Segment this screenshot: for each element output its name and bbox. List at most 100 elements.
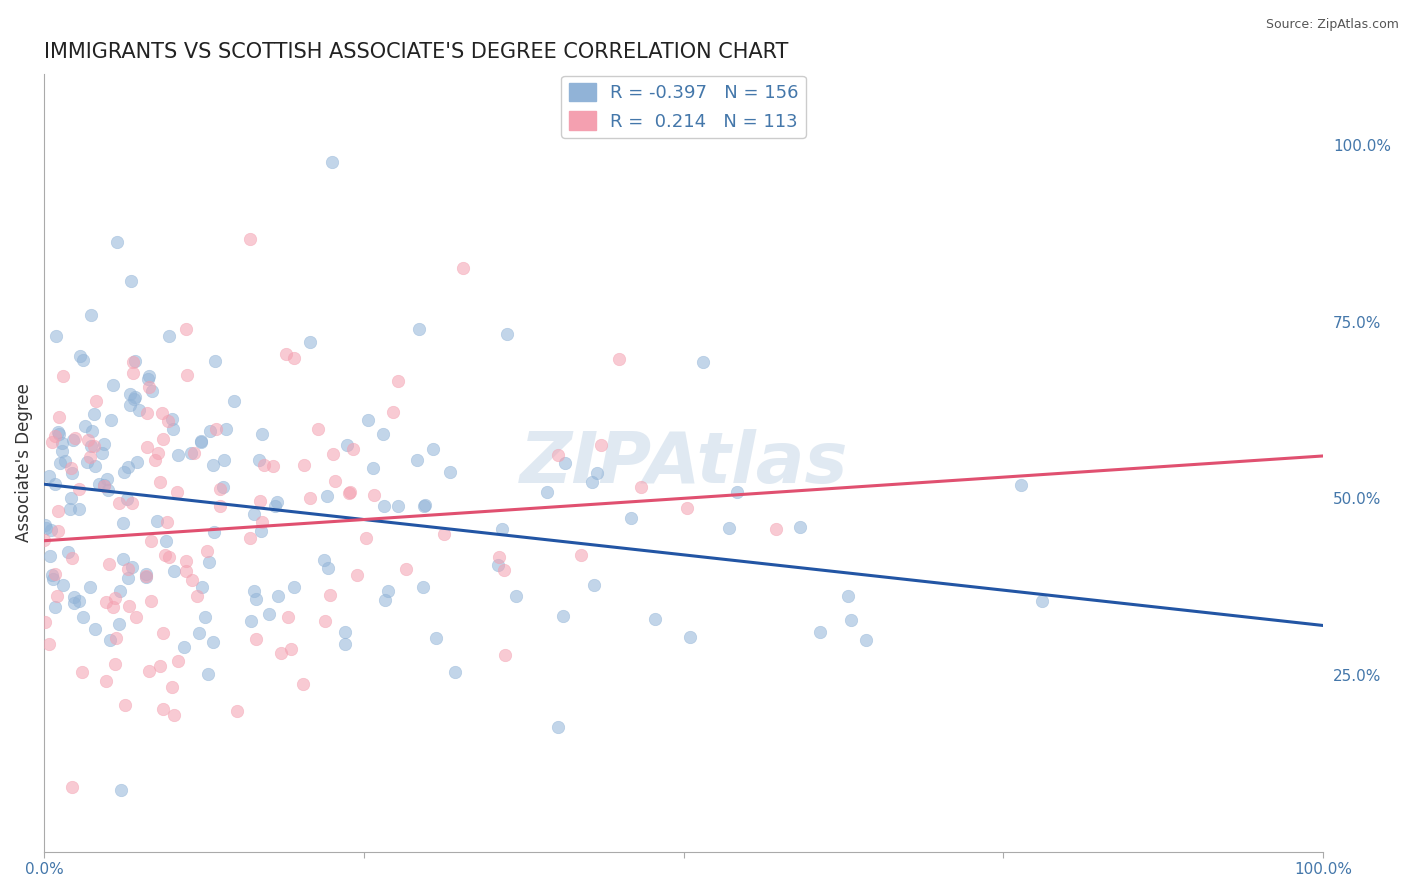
Point xyxy=(48,503,70,517)
Point xyxy=(581,475,603,489)
Point xyxy=(717,521,740,535)
Point xyxy=(176,368,198,383)
Point xyxy=(554,457,576,471)
Point xyxy=(162,708,184,723)
Point xyxy=(108,495,131,509)
Point xyxy=(38,468,60,483)
Point xyxy=(187,626,209,640)
Point xyxy=(51,443,73,458)
Point xyxy=(249,524,271,539)
Point xyxy=(55,454,77,468)
Point xyxy=(173,640,195,655)
Point xyxy=(245,632,267,647)
Point xyxy=(136,372,159,386)
Point xyxy=(155,533,177,548)
Point xyxy=(266,495,288,509)
Point xyxy=(80,439,103,453)
Point xyxy=(644,612,666,626)
Point xyxy=(60,780,83,794)
Point xyxy=(41,523,63,537)
Point xyxy=(214,452,236,467)
Point xyxy=(363,461,385,475)
Point xyxy=(149,659,172,673)
Point xyxy=(342,442,364,456)
Point xyxy=(408,321,430,335)
Point xyxy=(373,499,395,513)
Point xyxy=(46,524,69,538)
Point xyxy=(765,522,787,536)
Point xyxy=(444,665,467,679)
Point xyxy=(124,353,146,368)
Point xyxy=(491,523,513,537)
Point xyxy=(239,232,262,246)
Point xyxy=(48,410,70,425)
Point xyxy=(194,609,217,624)
Point xyxy=(76,455,98,469)
Point xyxy=(139,593,162,607)
Point xyxy=(51,578,73,592)
Point xyxy=(80,308,103,322)
Point xyxy=(166,654,188,668)
Point xyxy=(115,491,138,506)
Point xyxy=(249,453,271,467)
Point xyxy=(67,594,90,608)
Point xyxy=(298,335,321,350)
Point xyxy=(104,657,127,671)
Point xyxy=(67,501,90,516)
Point xyxy=(583,578,606,592)
Point xyxy=(283,351,305,365)
Point xyxy=(146,514,169,528)
Point xyxy=(44,477,66,491)
Point xyxy=(125,610,148,624)
Point xyxy=(190,434,212,449)
Point xyxy=(335,637,357,651)
Point xyxy=(412,580,434,594)
Point xyxy=(34,533,56,548)
Point xyxy=(157,328,180,343)
Point xyxy=(496,327,519,342)
Point xyxy=(48,427,70,442)
Point xyxy=(73,419,96,434)
Point xyxy=(114,698,136,712)
Point xyxy=(112,465,135,479)
Point xyxy=(323,475,346,489)
Point xyxy=(60,550,83,565)
Point xyxy=(44,429,66,443)
Point xyxy=(413,500,436,514)
Point xyxy=(315,489,337,503)
Point xyxy=(433,527,456,541)
Text: IMMIGRANTS VS SCOTTISH ASSOCIATE'S DEGREE CORRELATION CHART: IMMIGRANTS VS SCOTTISH ASSOCIATE'S DEGRE… xyxy=(44,42,789,62)
Point xyxy=(59,491,82,505)
Point xyxy=(42,572,65,586)
Point xyxy=(93,478,115,492)
Point xyxy=(316,560,339,574)
Point xyxy=(100,413,122,427)
Point xyxy=(200,424,222,438)
Point xyxy=(60,460,83,475)
Point xyxy=(117,459,139,474)
Point xyxy=(319,587,342,601)
Point xyxy=(41,567,63,582)
Point xyxy=(725,484,748,499)
Point xyxy=(243,508,266,522)
Text: ZIPAtlas: ZIPAtlas xyxy=(519,428,848,498)
Point xyxy=(118,387,141,401)
Point xyxy=(120,398,142,412)
Point xyxy=(488,549,510,564)
Point xyxy=(547,720,569,734)
Point xyxy=(1031,594,1053,608)
Point xyxy=(239,614,262,628)
Point xyxy=(69,349,91,363)
Point xyxy=(181,573,204,587)
Point xyxy=(197,666,219,681)
Point xyxy=(183,446,205,460)
Point xyxy=(322,447,344,461)
Point xyxy=(211,480,233,494)
Point xyxy=(422,442,444,456)
Point xyxy=(160,681,183,695)
Point xyxy=(692,355,714,369)
Point xyxy=(204,524,226,539)
Point xyxy=(339,486,361,500)
Point xyxy=(209,499,232,513)
Point xyxy=(72,665,94,679)
